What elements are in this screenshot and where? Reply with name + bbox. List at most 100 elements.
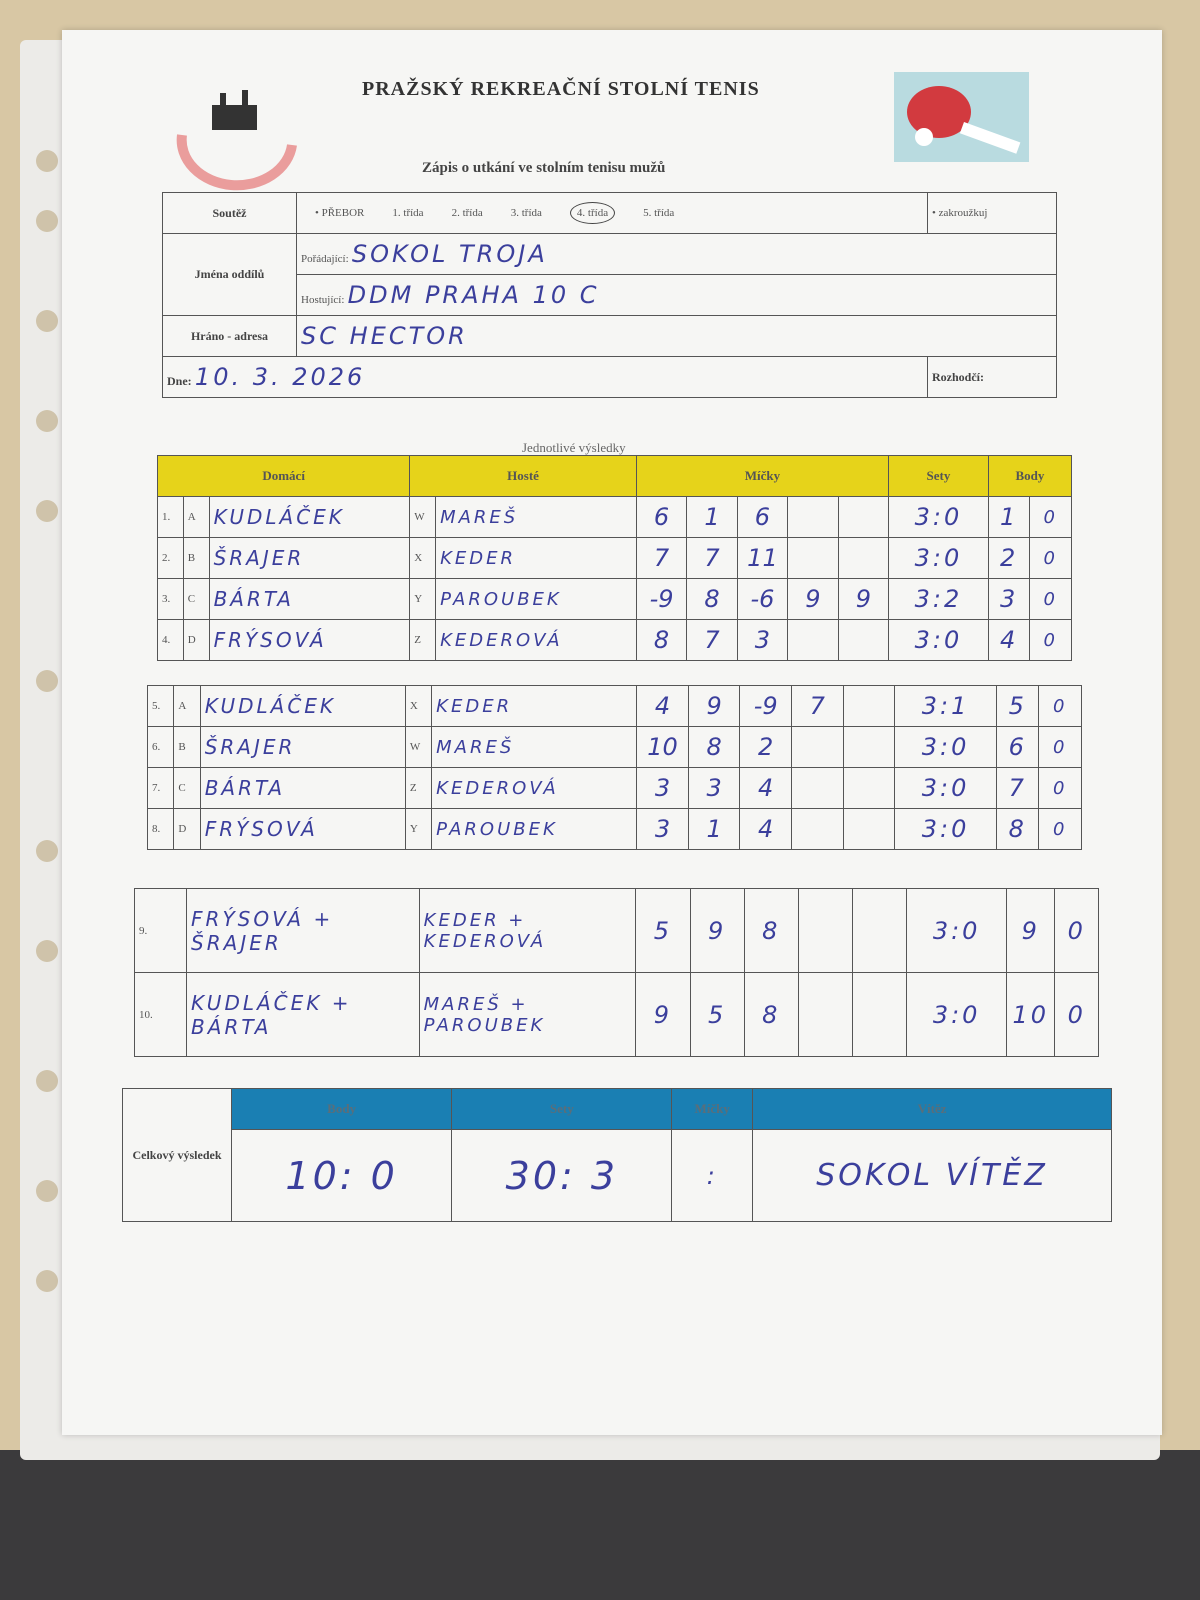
ball-score: 5	[689, 972, 745, 1057]
total-header-micky: Míčky	[671, 1088, 753, 1130]
ball-score	[842, 726, 896, 768]
ball-score: 8	[686, 578, 738, 620]
ball-score: 5	[635, 888, 691, 973]
punch-hole	[36, 310, 58, 332]
points-home: 4	[987, 619, 1031, 661]
match-info-table: Soutěž • PŘEBOR 1. třída 2. třída 3. třída 4…	[162, 192, 1057, 398]
sets-score: 3:0	[894, 767, 998, 809]
home-letter: A	[173, 685, 201, 727]
competition-option: 4. třída	[569, 202, 616, 224]
guest-letter: W	[409, 496, 437, 538]
guest-letter: Z	[409, 619, 437, 661]
guest-club: DDM PRAHA 10 C	[347, 281, 600, 309]
punch-hole	[36, 1270, 58, 1292]
ball-score: 3	[736, 619, 789, 661]
header-body: Body	[987, 455, 1073, 497]
ball-score: 8	[635, 619, 688, 661]
adresa-label: Hráno - adresa	[162, 315, 297, 357]
ball-score	[790, 726, 844, 768]
sets-score: 3:1	[894, 685, 998, 727]
sets-score: 3:0	[888, 619, 989, 661]
ball-score: 9	[787, 578, 839, 620]
match-row: 1. A KUDLÁČEK W MAREŠ 6 1 6 3:0 1 0	[157, 496, 1072, 538]
ball-score: 4	[739, 767, 792, 809]
home-player: BÁRTA	[199, 767, 406, 809]
home-player: BÁRTA	[208, 578, 411, 620]
match-number: 8.	[146, 808, 175, 850]
match-row: 8. D FRÝSOVÁ Y PAROUBEK 3 1 4 3:0 8 0	[146, 808, 1082, 850]
match-row: 4. D FRÝSOVÁ Z KEDEROVÁ 8 7 3 3:0 4 0	[157, 619, 1072, 661]
home-player: KUDLÁČEK	[199, 685, 406, 727]
ball-score	[837, 496, 890, 538]
match-number: 7.	[146, 767, 175, 809]
home-player: ŠRAJER	[199, 726, 406, 768]
ball-score: 9	[837, 578, 890, 620]
home-letter: C	[182, 578, 210, 620]
points-guest: 0	[1038, 767, 1082, 809]
hostujici-label: Hostující:	[301, 294, 345, 306]
header-micky: Míčky	[635, 455, 890, 497]
points-guest: 0	[1054, 972, 1099, 1057]
singles-table-2: 5. A KUDLÁČEK X KEDER 4 9 -9 7 3:1 5 0 6. B ŠRAJER W MAR…	[146, 685, 1082, 850]
ball-score: 4	[739, 808, 792, 850]
venue: SC HECTOR	[296, 315, 1057, 357]
ball-score: -9	[635, 578, 688, 620]
sets-score: 3:0	[894, 808, 998, 850]
home-pair: FRÝSOVÁ + ŠRAJER	[186, 888, 420, 973]
ball-score	[787, 619, 839, 661]
points-guest: 0	[1029, 537, 1072, 579]
home-letter: A	[182, 496, 210, 538]
guest-letter: W	[404, 726, 433, 768]
date-label: Dne:	[167, 374, 192, 388]
points-home: 5	[996, 685, 1040, 727]
match-row: 5. A KUDLÁČEK X KEDER 4 9 -9 7 3:1 5 0	[146, 685, 1082, 727]
ball-score: 3	[636, 767, 689, 809]
points-home: 8	[996, 808, 1040, 850]
punch-hole	[36, 500, 58, 522]
competition-option: 5. třída	[643, 207, 675, 219]
sets-score: 3:0	[894, 726, 998, 768]
singles-table: Domácí Hosté Míčky Sety Body 1. A KUDLÁČEK W MAR…	[156, 455, 1073, 661]
ball-score	[837, 537, 890, 579]
ball-score: 9	[687, 685, 741, 727]
ball-score	[787, 496, 839, 538]
floor	[0, 1450, 1200, 1600]
ball-score	[787, 537, 839, 579]
total-header-body: Body	[230, 1088, 453, 1130]
header-hoste: Hosté	[409, 455, 637, 497]
ball-score: 3	[687, 767, 741, 809]
ball-score: 8	[743, 972, 799, 1057]
winner: SOKOL VÍTĚZ	[752, 1129, 1112, 1222]
punch-hole	[36, 670, 58, 692]
sets-score: 3:0	[906, 972, 1008, 1057]
home-player: FRÝSOVÁ	[199, 808, 406, 850]
doubles-row: 9. FRÝSOVÁ + ŠRAJER KEDER + KEDEROVÁ 5 9 8 3:0…	[133, 888, 1099, 973]
punch-hole	[36, 1070, 58, 1092]
total-sets: 30: 3	[451, 1129, 673, 1222]
guest-player: KEDER	[431, 685, 638, 727]
soutez-label: Soutěž	[162, 192, 297, 234]
guest-pair: MAREŠ + PAROUBEK	[418, 972, 637, 1057]
guest-pair: KEDER + KEDEROVÁ	[418, 888, 637, 973]
match-number: 4.	[157, 619, 184, 661]
match-number: 6.	[146, 726, 175, 768]
punch-hole	[36, 1180, 58, 1202]
ball-score	[842, 808, 896, 850]
total-header-vitez: Vítěz	[752, 1088, 1112, 1130]
ball-score: 6	[736, 496, 789, 538]
guest-player: KEDEROVÁ	[435, 619, 637, 661]
total-label: Celkový výsledek	[122, 1088, 232, 1222]
guest-player: PAROUBEK	[435, 578, 637, 620]
ball-score: 6	[635, 496, 688, 538]
doubles-row: 10. KUDLÁČEK + BÁRTA MAREŠ + PAROUBEK 9 5 8 3:…	[133, 972, 1099, 1057]
home-letter: D	[182, 619, 210, 661]
total-header-sety: Sety	[451, 1088, 673, 1130]
ball-score: -9	[739, 685, 792, 727]
points-home: 7	[996, 767, 1040, 809]
guest-letter: Y	[409, 578, 437, 620]
table-tennis-paddle-icon	[894, 72, 1029, 162]
ball-score	[790, 808, 844, 850]
competition-option: 3. třída	[510, 207, 542, 219]
document-title: PRAŽSKÝ REKREAČNÍ STOLNÍ TENIS	[362, 78, 760, 100]
match-row: 6. B ŠRAJER W MAREŠ 10 8 2 3:0 6 0	[146, 726, 1082, 768]
